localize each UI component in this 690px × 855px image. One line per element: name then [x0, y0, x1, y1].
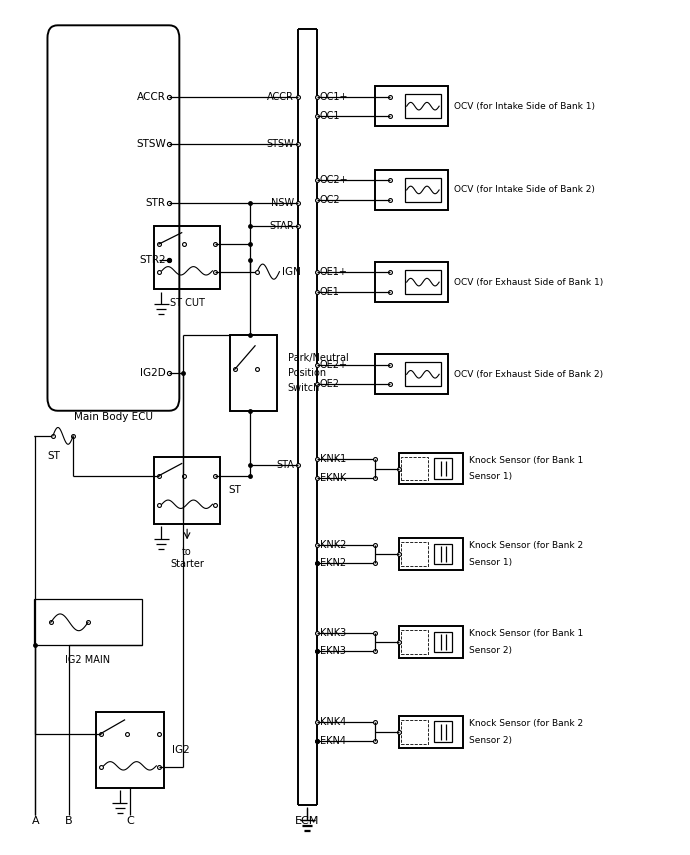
Bar [399, 452, 464, 485]
Text: KNK1: KNK1 [320, 454, 346, 464]
Text: OE1+: OE1+ [320, 268, 348, 278]
Bar [399, 716, 464, 747]
Text: to
Starter: to Starter [170, 547, 204, 569]
Text: OCV (for Intake Side of Bank 1): OCV (for Intake Side of Bank 1) [454, 102, 595, 110]
Text: EKN3: EKN3 [320, 646, 346, 657]
Text: Sensor 2): Sensor 2) [469, 646, 512, 655]
Bar [401, 457, 428, 481]
Text: OE2+: OE2+ [320, 360, 348, 369]
Text: Sensor 1): Sensor 1) [469, 558, 512, 567]
Bar [155, 457, 220, 524]
Text: Sensor 2): Sensor 2) [469, 735, 512, 745]
Text: STR: STR [146, 198, 166, 208]
Text: C: C [126, 817, 134, 826]
Text: Park/Neutral: Park/Neutral [288, 353, 348, 363]
Text: KNK2: KNK2 [320, 540, 346, 550]
Bar [404, 270, 441, 294]
Text: EKN4: EKN4 [320, 736, 346, 746]
Text: ECM: ECM [295, 817, 319, 826]
Bar [435, 544, 453, 564]
Text: STR2: STR2 [139, 255, 166, 265]
Text: STA: STA [277, 460, 294, 470]
Bar [375, 262, 448, 302]
Text: Knock Sensor (for Bank 1: Knock Sensor (for Bank 1 [469, 456, 583, 464]
Bar [399, 626, 464, 658]
Text: OC1+: OC1+ [320, 91, 348, 102]
Text: Sensor 1): Sensor 1) [469, 473, 512, 481]
Bar [401, 720, 428, 744]
Bar [155, 227, 220, 289]
Text: KNK4: KNK4 [320, 717, 346, 728]
Text: Position: Position [288, 368, 326, 378]
Text: STSW: STSW [266, 139, 294, 150]
Bar [435, 458, 453, 479]
Text: OCV (for Exhaust Side of Bank 2): OCV (for Exhaust Side of Bank 2) [454, 370, 603, 379]
Text: OE2-: OE2- [320, 379, 344, 389]
Text: EKN2: EKN2 [320, 558, 346, 569]
Text: Knock Sensor (for Bank 1: Knock Sensor (for Bank 1 [469, 629, 583, 638]
Text: IG2 MAIN: IG2 MAIN [66, 656, 110, 665]
Bar [375, 86, 448, 127]
Bar [404, 94, 441, 118]
Text: IG2D: IG2D [140, 368, 166, 378]
Text: OE1-: OE1- [320, 286, 344, 297]
Text: Switch: Switch [288, 383, 320, 393]
Text: OC2-: OC2- [320, 195, 344, 204]
Text: IG2: IG2 [172, 745, 190, 755]
Text: OCV (for Exhaust Side of Bank 1): OCV (for Exhaust Side of Bank 1) [454, 278, 603, 286]
Text: ACCR: ACCR [137, 91, 166, 102]
Text: ACCR: ACCR [268, 91, 294, 102]
Text: ST: ST [47, 451, 60, 461]
Text: OC2+: OC2+ [320, 175, 348, 186]
Text: STSW: STSW [136, 139, 166, 150]
Text: EKNK: EKNK [320, 473, 346, 483]
Text: ST: ST [228, 486, 241, 495]
Bar [404, 363, 441, 386]
Text: Knock Sensor (for Bank 2: Knock Sensor (for Bank 2 [469, 541, 583, 550]
Bar [34, 599, 142, 646]
Bar [401, 542, 428, 566]
Bar [404, 178, 441, 202]
Bar [375, 170, 448, 210]
Text: Main Body ECU: Main Body ECU [74, 411, 153, 422]
Text: NSW: NSW [271, 198, 294, 208]
Text: OCV (for Intake Side of Bank 2): OCV (for Intake Side of Bank 2) [454, 186, 595, 194]
Text: Knock Sensor (for Bank 2: Knock Sensor (for Bank 2 [469, 719, 583, 728]
Text: IGN: IGN [282, 267, 301, 277]
Text: STAR: STAR [270, 221, 294, 232]
Bar [375, 354, 448, 394]
Bar [399, 538, 464, 570]
Text: A: A [32, 817, 39, 826]
Bar [435, 722, 453, 742]
Bar [435, 632, 453, 652]
Text: KNK3: KNK3 [320, 628, 346, 638]
Text: OC1-: OC1- [320, 111, 344, 121]
Text: ST CUT: ST CUT [170, 298, 204, 308]
Bar [401, 630, 428, 654]
Bar [230, 335, 277, 410]
Text: B: B [66, 817, 73, 826]
Bar [96, 712, 164, 787]
